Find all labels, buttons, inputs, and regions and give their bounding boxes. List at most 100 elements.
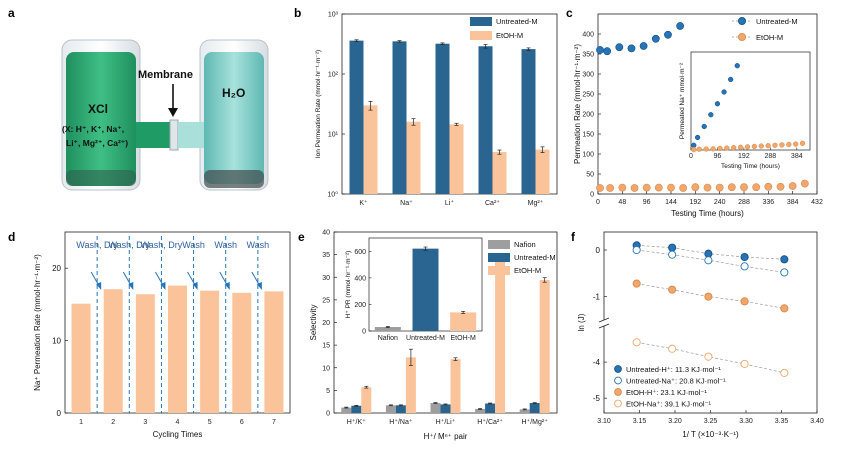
panel-e-chart: 0 5 10 15 20 25 30 35 40 H⁺/K⁺ H⁺/Na⁺ H⁺/Li⁺ H⁺/Ca²⁺… bbox=[309, 230, 558, 441]
panel-c-inset-x-tick-label: 0 bbox=[689, 153, 693, 160]
panel-f-point-open-blue bbox=[632, 245, 641, 255]
panel-c-point-etoh bbox=[642, 183, 651, 192]
panel-c-point-etoh bbox=[667, 183, 675, 192]
panel-e-inset-y-tick-label: 0 bbox=[362, 329, 366, 336]
panel-c-inset-point-etoh bbox=[786, 141, 792, 148]
panel-c-inset-x-axis-label: Testing Time (hours) bbox=[721, 163, 780, 170]
panel-d-x-tick-label: 7 bbox=[272, 419, 276, 426]
panel-e-x-tick-label: H⁺/Ca²⁺ bbox=[477, 418, 503, 426]
panel-letter-f: f bbox=[571, 230, 576, 244]
panel-c-point-etoh bbox=[740, 183, 748, 192]
panel-b-bar-untreated bbox=[478, 46, 493, 194]
panel-f-point-filled-orange bbox=[704, 292, 713, 301]
panel-f-x-tick-label: 3.40 bbox=[810, 418, 824, 425]
panel-d-annotation: Wash, Dry bbox=[76, 240, 118, 250]
panel-c-inset-point-etoh bbox=[724, 145, 730, 151]
panel-c-point-etoh bbox=[764, 182, 773, 191]
panel-f-point-filled-orange bbox=[668, 285, 677, 294]
panel-e-bar-nafion bbox=[341, 407, 352, 413]
panel-d-bar bbox=[103, 289, 123, 413]
panel-e-bar-untreated bbox=[529, 403, 540, 413]
panel-c-x-tick-label: 288 bbox=[738, 199, 750, 206]
panel-d-x-tick-label: 3 bbox=[143, 419, 147, 426]
panel-e-legend-untreated-label: Untreated-M bbox=[514, 253, 556, 262]
panel-e-y-tick-label: 30 bbox=[322, 275, 330, 282]
panel-d-arrow-head-icon bbox=[224, 282, 230, 290]
panel-c-inset-point-untreated bbox=[734, 63, 740, 69]
panel-e-y-axis-label: Selectivity bbox=[309, 304, 318, 340]
panel-c-x-tick-label: 144 bbox=[665, 199, 677, 206]
panel-f-x-tick-label: 3.30 bbox=[739, 418, 753, 425]
panel-c-inset-point-etoh bbox=[703, 146, 709, 152]
panel-c-inset-point-untreated bbox=[714, 101, 721, 107]
panel-c-legend-untreated-marker bbox=[738, 16, 747, 25]
panel-e-y-tick-label: 40 bbox=[322, 230, 330, 237]
panel-c-frame bbox=[597, 13, 818, 195]
panel-e-inset-bar-untreated bbox=[412, 248, 439, 331]
panel-c-y-tick-label: 150 bbox=[582, 132, 594, 139]
panel-c-inset-point-untreated bbox=[701, 123, 707, 130]
panel-c-x-tick-label: 384 bbox=[787, 199, 799, 206]
panel-e-legend-nafion-label: Nafion bbox=[514, 240, 536, 249]
panel-c-inset-x-tick-label: 192 bbox=[738, 153, 750, 160]
right-beaker-solution bbox=[204, 52, 264, 184]
panel-b-bar-etoh bbox=[406, 121, 421, 194]
panel-f-point-open-orange bbox=[704, 352, 713, 361]
panel-f-point-filled-orange bbox=[632, 279, 641, 288]
panel-d-arrow-head-icon bbox=[128, 282, 134, 290]
panel-c-point-etoh bbox=[630, 184, 639, 192]
panel-b-bar-etoh bbox=[492, 152, 507, 194]
panel-f-point-filled-orange bbox=[740, 297, 749, 306]
panel-c-x-tick-label: 0 bbox=[596, 199, 600, 206]
xcl-label: XCl bbox=[88, 102, 108, 116]
left-connector-tube bbox=[136, 122, 170, 148]
panel-d-annotation: Wash, Dry bbox=[108, 240, 150, 250]
panel-c-legend-etoh-label: EtOH-M bbox=[756, 33, 783, 42]
panel-b-bar-etoh bbox=[363, 105, 378, 194]
panel-e-inset-y-tick-label: 200 bbox=[354, 302, 366, 309]
panel-f-legend-marker-open-blue bbox=[614, 376, 622, 385]
panel-f-point-open-orange bbox=[668, 344, 677, 353]
panel-d-y-tick-label: 20 bbox=[52, 264, 61, 273]
panel-b-bar-untreated bbox=[435, 43, 450, 194]
panel-f-x-axis-label: 1/ T (×10⁻³·K⁻¹) bbox=[682, 430, 739, 439]
panel-c-point-etoh bbox=[703, 183, 712, 192]
panel-f-legend-marker-open-orange bbox=[614, 399, 622, 408]
left-beaker-base bbox=[66, 170, 136, 186]
panel-f-point-filled-orange bbox=[780, 304, 789, 313]
panel-f-axis-break-mark bbox=[598, 317, 610, 323]
panel-c-inset-point-etoh bbox=[799, 140, 806, 146]
panel-c-point-untreated bbox=[596, 46, 604, 54]
panel-d-bar bbox=[135, 294, 155, 413]
panel-e-bar-etoh bbox=[495, 259, 506, 413]
panel-c-inset-point-etoh bbox=[744, 144, 751, 150]
panel-d-x-tick-label: 2 bbox=[111, 419, 115, 426]
panel-f-chart: 3.10 3.15 3.20 3.25 3.30 3.35 3.40 0 -1 -4 -5 Untre… bbox=[577, 231, 824, 439]
panel-e-bar-etoh bbox=[539, 279, 550, 413]
panel-c-y-tick-label: 300 bbox=[582, 72, 594, 79]
panel-c-x-tick-label: 240 bbox=[714, 199, 726, 206]
panel-c-inset-point-etoh bbox=[751, 143, 758, 150]
panel-d-bar bbox=[168, 285, 187, 413]
right-beaker-base bbox=[204, 170, 264, 188]
panel-f-y-tick-label: -4 bbox=[593, 358, 601, 367]
panel-c-y-tick-label: 100 bbox=[582, 152, 594, 159]
panel-c-inset-point-etoh bbox=[717, 145, 723, 152]
panel-c-inset-x-tick-label: 384 bbox=[791, 153, 803, 160]
panel-e-bar-nafion bbox=[475, 408, 486, 413]
panel-f-x-tick-label: 3.10 bbox=[597, 418, 611, 425]
panel-d-x-tick-label: 5 bbox=[208, 419, 212, 426]
panel-e-inset-x-tick-label: Nafion bbox=[378, 335, 398, 342]
membrane-label: Membrane bbox=[138, 69, 193, 81]
panel-c-point-etoh bbox=[752, 183, 761, 192]
panel-e-bar-untreated bbox=[440, 404, 451, 413]
panel-c-inset-point-untreated bbox=[721, 89, 727, 95]
panel-e-y-tick-label: 15 bbox=[322, 343, 330, 350]
panel-c-inset-point-etoh bbox=[731, 144, 737, 151]
panel-letter-e: e bbox=[298, 230, 305, 244]
panel-e-x-tick-label: H⁺/Na⁺ bbox=[389, 418, 413, 426]
panel-b-chart: 10⁰ 10¹ 10² 10³ K⁺ Na⁺ Li⁺ Ca²⁺ Mg²⁺ Ion Permeati… bbox=[315, 12, 558, 207]
panel-e-inset-bar-nafion bbox=[374, 327, 401, 331]
panel-c-inset-point-etoh bbox=[793, 141, 799, 147]
